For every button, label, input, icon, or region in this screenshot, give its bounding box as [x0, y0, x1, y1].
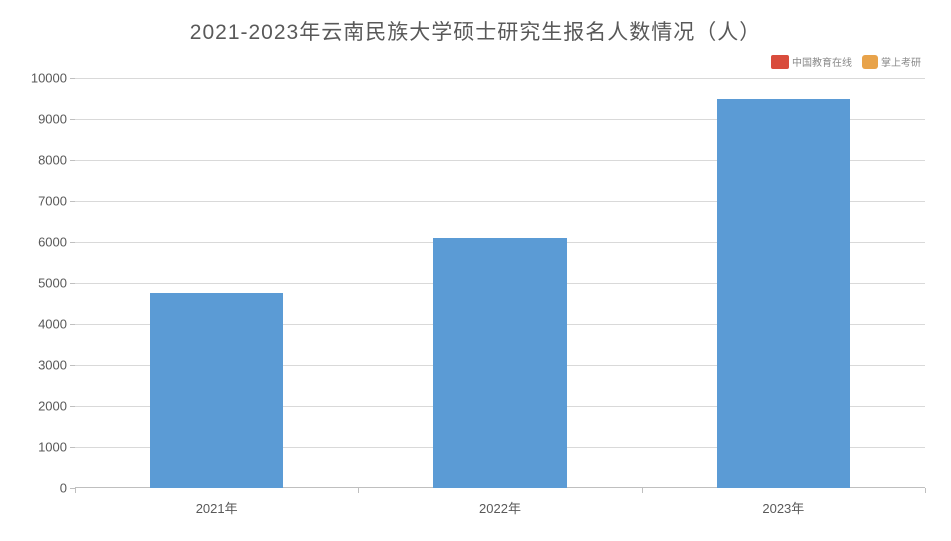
y-axis-label: 9000: [38, 112, 67, 127]
chart-container: 2021-2023年云南民族大学硕士研究生报名人数情况（人） 中国教育在线 掌上…: [0, 0, 951, 541]
x-tick-mark: [925, 488, 926, 493]
y-axis-label: 5000: [38, 276, 67, 291]
y-axis-label: 8000: [38, 153, 67, 168]
y-axis-label: 3000: [38, 358, 67, 373]
watermark-logo-orange: [862, 55, 878, 69]
bar: [150, 293, 283, 488]
y-tick-mark: [70, 365, 75, 366]
watermark: 中国教育在线 掌上考研: [771, 54, 921, 69]
y-tick-mark: [70, 78, 75, 79]
x-axis-label: 2022年: [479, 498, 521, 517]
watermark-text-2: 掌上考研: [881, 54, 921, 69]
watermark-logo-red: [771, 55, 789, 69]
x-tick-mark: [75, 488, 76, 493]
y-tick-mark: [70, 283, 75, 284]
x-tick-mark: [642, 488, 643, 493]
x-axis-label: 2023年: [762, 498, 804, 517]
watermark-item-1: 中国教育在线: [771, 54, 852, 69]
x-axis-label: 2021年: [196, 498, 238, 517]
y-axis-label: 1000: [38, 440, 67, 455]
y-tick-mark: [70, 406, 75, 407]
y-axis-label: 7000: [38, 194, 67, 209]
bar: [433, 238, 566, 488]
y-tick-mark: [70, 447, 75, 448]
chart-title: 2021-2023年云南民族大学硕士研究生报名人数情况（人）: [0, 0, 951, 46]
y-axis-label: 6000: [38, 235, 67, 250]
plot-area: 0100020003000400050006000700080009000100…: [75, 78, 925, 488]
y-tick-mark: [70, 242, 75, 243]
y-axis-label: 10000: [31, 71, 67, 86]
bar: [717, 99, 850, 489]
y-axis-label: 4000: [38, 317, 67, 332]
y-tick-mark: [70, 201, 75, 202]
grid-line: [75, 78, 925, 79]
y-tick-mark: [70, 119, 75, 120]
watermark-item-2: 掌上考研: [862, 54, 921, 69]
watermark-text-1: 中国教育在线: [792, 54, 852, 69]
y-tick-mark: [70, 324, 75, 325]
y-tick-mark: [70, 160, 75, 161]
y-axis-label: 2000: [38, 399, 67, 414]
y-axis-label: 0: [60, 481, 67, 496]
x-tick-mark: [358, 488, 359, 493]
